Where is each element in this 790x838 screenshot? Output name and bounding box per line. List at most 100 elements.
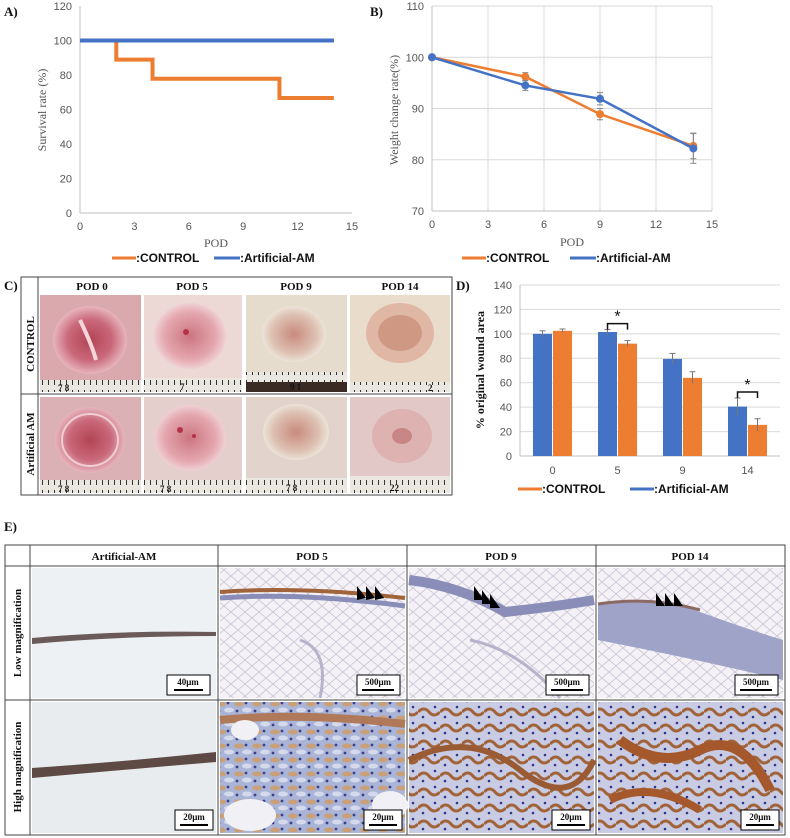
bar-artificial-am bbox=[533, 333, 552, 456]
y-tick-label: 40 bbox=[500, 402, 512, 414]
scale-bar: 20μm bbox=[740, 809, 780, 831]
y-tick-label: 80 bbox=[500, 353, 512, 365]
panel-c-col-header: POD 0 bbox=[76, 281, 108, 293]
x-tick-label: 9 bbox=[240, 221, 246, 233]
ruler-number: 7 bbox=[180, 382, 185, 392]
x-tick-label: 0 bbox=[77, 221, 83, 233]
panel-c-row-label: CONTROL bbox=[25, 316, 37, 372]
data-point-control bbox=[521, 72, 530, 81]
panel-e-col-header: POD 5 bbox=[296, 551, 328, 563]
scale-bar: 20μm bbox=[551, 809, 591, 831]
bar-artificial-am bbox=[598, 332, 617, 456]
y-tick-label: 60 bbox=[60, 105, 72, 117]
y-tick-label: 120 bbox=[54, 1, 72, 13]
y-tick-label: 0 bbox=[66, 208, 72, 220]
bar-artificial-am bbox=[728, 406, 747, 456]
scale-bar-label: 20μm bbox=[183, 812, 205, 822]
legend-artificial-label: :Artificial-AM bbox=[654, 482, 729, 496]
panel-c-wound-photos: C) POD 0 POD 5 POD 9 POD 14 CONTROL Arti… bbox=[4, 276, 453, 496]
panel-b-label: B) bbox=[370, 4, 383, 19]
legend-artificial-label: :Artificial-AM bbox=[240, 251, 315, 265]
photo-control-pod14: 2 bbox=[350, 295, 450, 393]
bar-control bbox=[748, 424, 767, 456]
y-tick-label: 100 bbox=[54, 36, 72, 48]
y-tick-label: 100 bbox=[406, 52, 424, 64]
arrowheads bbox=[357, 586, 683, 608]
x-tick-label: 6 bbox=[186, 221, 192, 233]
ruler-number: 7 8 bbox=[286, 483, 298, 493]
bar-control bbox=[618, 343, 637, 456]
ruler-number: 9 1 bbox=[290, 382, 302, 392]
data-point-artificial-am bbox=[428, 53, 436, 62]
series-line-control bbox=[431, 56, 694, 148]
y-tick-label: 100 bbox=[494, 329, 512, 341]
ruler-number: 7 8 bbox=[160, 484, 172, 494]
significance-marker: * bbox=[614, 309, 620, 326]
scale-bar: 500μm bbox=[356, 674, 401, 696]
x-tick-label: 9 bbox=[597, 219, 603, 231]
panel-e-col-header: POD 9 bbox=[485, 551, 517, 563]
panel-b-weight-chart: B) 0 3 6 9 12 15 70 80 90 100 110 POD Weight chang… bbox=[370, 1, 718, 265]
y-tick-label: 110 bbox=[406, 1, 424, 13]
legend-artificial-label: :Artificial-AM bbox=[596, 251, 671, 265]
y-tick-label: 20 bbox=[500, 427, 512, 439]
bar-control bbox=[683, 377, 702, 456]
panel-d-bars: ** bbox=[533, 309, 767, 456]
ruler-number: 7 8 bbox=[58, 484, 70, 494]
panel-b-x-label: POD bbox=[560, 235, 584, 249]
panel-d-tick-labels: 0 20 40 60 80 100 120 140 0 5 9 14 bbox=[494, 280, 754, 477]
panel-e-col-header: POD 14 bbox=[672, 551, 709, 563]
photo-artificial-pod5: 7 8 bbox=[144, 397, 242, 494]
y-tick-label: 80 bbox=[412, 155, 424, 167]
scale-bar: 500μm bbox=[545, 674, 590, 696]
panel-e-row-label: Low magnification bbox=[12, 589, 24, 677]
x-tick-label: 3 bbox=[485, 219, 491, 231]
panel-b-series-lines bbox=[428, 53, 698, 164]
scale-bar: 500μm bbox=[734, 674, 779, 696]
scale-bar-label: 20μm bbox=[749, 812, 771, 822]
significance-marker: * bbox=[744, 377, 750, 394]
scale-bar-label: 500μm bbox=[743, 677, 770, 687]
x-tick-label: 3 bbox=[131, 221, 137, 233]
scale-bar-label: 40μm bbox=[177, 677, 199, 687]
y-tick-label: 70 bbox=[412, 206, 424, 218]
panel-a-tick-labels: 0 3 6 9 12 15 0 20 40 60 80 100 120 bbox=[54, 1, 358, 233]
panel-e-row-label: High magnification bbox=[12, 722, 24, 813]
data-point-control bbox=[596, 110, 604, 119]
panel-a-legend: :CONTROL :Artificial-AM bbox=[112, 251, 315, 265]
y-tick-label: 120 bbox=[494, 304, 512, 316]
scale-bar: 40μm bbox=[166, 674, 211, 696]
y-tick-label: 140 bbox=[494, 280, 512, 292]
panel-e-label: E) bbox=[4, 519, 17, 534]
panel-a-label: A) bbox=[4, 4, 18, 19]
photo-artificial-pod14: 22 bbox=[350, 397, 450, 493]
x-tick-label: 12 bbox=[650, 219, 662, 231]
ruler-number: 2 bbox=[428, 383, 433, 393]
panel-d-label: D) bbox=[456, 278, 470, 293]
panel-b-gridlines bbox=[431, 5, 713, 212]
series-line-artificial-am bbox=[431, 56, 694, 150]
panel-a-x-label: POD bbox=[204, 236, 228, 250]
panel-e-col-header: Artificial-AM bbox=[92, 551, 157, 563]
ruler-number: 22 bbox=[390, 483, 400, 493]
panel-c-col-header: POD 14 bbox=[382, 281, 419, 293]
y-tick-label: 20 bbox=[60, 174, 72, 186]
y-tick-label: 90 bbox=[412, 104, 424, 116]
legend-control-label: :CONTROL bbox=[136, 251, 199, 265]
photo-control-pod5: 7 bbox=[144, 295, 242, 392]
panel-a-series-lines bbox=[80, 38, 334, 100]
photo-artificial-pod0: 7 8 bbox=[40, 397, 141, 494]
panel-a-y-label: Survival rate (%) bbox=[35, 69, 49, 152]
legend-control-label: :CONTROL bbox=[542, 482, 605, 496]
panel-c-col-header: POD 5 bbox=[176, 281, 208, 293]
panel-b-y-label: Weight change rate(%) bbox=[387, 55, 401, 165]
panel-d-y-label: % original wound area bbox=[473, 311, 487, 429]
x-tick-label: 9 bbox=[679, 465, 685, 477]
photo-control-pod9: 9 1 bbox=[246, 295, 347, 392]
x-tick-label: 14 bbox=[741, 465, 753, 477]
bar-control bbox=[553, 330, 572, 456]
photo-artificial-pod9: 7 8 bbox=[246, 397, 347, 493]
ruler-number: 7 8 bbox=[58, 383, 70, 393]
x-tick-label: 5 bbox=[614, 465, 620, 477]
